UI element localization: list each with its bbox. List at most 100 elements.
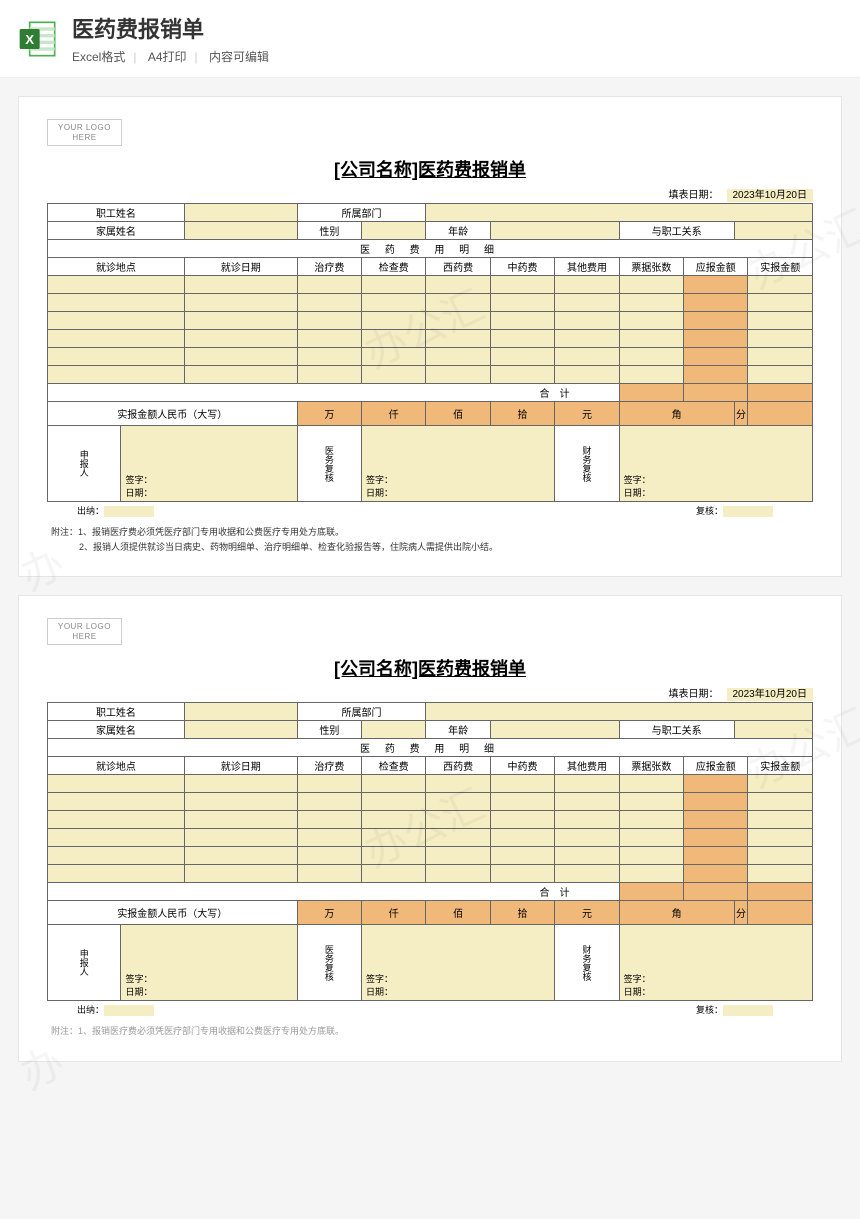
col-west: 西药费 [426, 757, 490, 775]
total-label: 合 计 [490, 883, 619, 901]
emp-name-label: 职工姓名 [48, 204, 185, 222]
notes: 附注：1、报销医疗费必须凭医疗部门专用收据和公费医疗专用处方底联。 2、报销人须… [47, 1024, 813, 1038]
form-table: 职工姓名 所属部门 家属姓名 性别 年龄 与职工关系 医 药 费 用 明 细 就… [47, 702, 813, 1001]
med-review-label: 医务复核 [297, 426, 361, 502]
date-line: 填表日期： 2023年10月20日 [47, 186, 813, 201]
page-header: X 医药费报销单 Excel格式| A4打印| 内容可编辑 [0, 0, 860, 78]
doc-title: [公司名称]医药费报销单 [47, 655, 813, 681]
fam-name-value [184, 222, 297, 240]
date-value: 2023年10月20日 [727, 189, 814, 202]
applicant-sig: 签字：日期： [121, 925, 297, 1001]
doc-title: [公司名称]医药费报销单 [47, 156, 813, 182]
header-meta: Excel格式| A4打印| 内容可编辑 [72, 48, 842, 65]
gender-label: 性别 [297, 222, 361, 240]
col-other: 其他费用 [555, 757, 619, 775]
fam-name-value [184, 721, 297, 739]
age-value [490, 222, 619, 240]
fin-review-label: 财务复核 [555, 925, 619, 1001]
unit-bai: 佰 [426, 901, 490, 925]
unit-fen: 分 [734, 901, 748, 925]
column-headers: 就诊地点 就诊日期 治疗费 检查费 西药费 中药费 其他费用 票据张数 应报金额… [48, 258, 813, 276]
amount-words-row: 实报金额人民币（大写） 万 仟 佰 拾 元 角 分 [48, 402, 813, 426]
dept-value [426, 204, 813, 222]
form-table: 职工姓名 所属部门 家属姓名 性别 年龄 与职工关系 医 药 费 用 明 细 就… [47, 203, 813, 502]
dept-value [426, 703, 813, 721]
reviewer-label: 复核： [696, 506, 723, 516]
age-label: 年龄 [426, 721, 490, 739]
relation-value [734, 222, 812, 240]
col-date: 就诊日期 [184, 757, 297, 775]
unit-jiao: 角 [619, 402, 734, 426]
gender-label: 性别 [297, 721, 361, 739]
logo-placeholder: YOUR LOGOHERE [47, 618, 122, 645]
note-1: 1、报销医疗费必须凭医疗部门专用收据和公费医疗专用处方底联。 [78, 1026, 344, 1036]
unit-wan: 万 [297, 901, 361, 925]
signature-row: 申报人 签字：日期： 医务复核 签字：日期： 财务复核 签字：日期： [48, 426, 813, 502]
age-label: 年龄 [426, 222, 490, 240]
fam-name-label: 家属姓名 [48, 222, 185, 240]
col-exam: 检查费 [362, 258, 426, 276]
relation-label: 与职工关系 [619, 222, 734, 240]
fin-review-label: 财务复核 [555, 426, 619, 502]
unit-bai: 佰 [426, 402, 490, 426]
col-treat: 治疗费 [297, 757, 361, 775]
age-value [490, 721, 619, 739]
col-treat: 治疗费 [297, 258, 361, 276]
col-exam: 检查费 [362, 757, 426, 775]
gender-value [362, 721, 426, 739]
logo-placeholder: YOUR LOGOHERE [47, 119, 122, 146]
total-row: 合 计 [48, 883, 813, 901]
below-line: 出纳： 复核： [47, 1003, 813, 1016]
reviewer-label: 复核： [696, 1005, 723, 1015]
unit-yuan: 元 [555, 402, 619, 426]
note-2: 2、报销人须提供就诊当日病史、药物明细单、治疗明细单、检查化验报告等，住院病人需… [79, 540, 813, 554]
note-1: 1、报销医疗费必须凭医疗部门专用收据和公费医疗专用处方底联。 [78, 527, 344, 537]
notes: 附注：1、报销医疗费必须凭医疗部门专用收据和公费医疗专用处方底联。 2、报销人须… [47, 525, 813, 554]
notes-prefix: 附注： [51, 1026, 78, 1036]
gender-value [362, 222, 426, 240]
family-row: 家属姓名 性别 年龄 与职工关系 [48, 721, 813, 739]
unit-wan: 万 [297, 402, 361, 426]
applicant-sig: 签字：日期： [121, 426, 297, 502]
date-label: 填表日期： [669, 689, 719, 700]
family-row: 家属姓名 性别 年龄 与职工关系 [48, 222, 813, 240]
emp-name-label: 职工姓名 [48, 703, 185, 721]
unit-qian: 仟 [362, 901, 426, 925]
document-page: YOUR LOGOHERE [公司名称]医药费报销单 填表日期： 2023年10月… [18, 595, 842, 1062]
svg-text:X: X [25, 32, 34, 47]
applicant-label: 申报人 [48, 426, 121, 502]
total-row: 合 计 [48, 384, 813, 402]
col-should: 应报金额 [684, 258, 748, 276]
date-value: 2023年10月20日 [727, 688, 814, 701]
emp-name-value [184, 703, 297, 721]
col-should: 应报金额 [684, 757, 748, 775]
relation-value [734, 721, 812, 739]
amount-words-label: 实报金额人民币（大写） [48, 402, 298, 426]
cashier-label: 出纳： [77, 1005, 104, 1015]
document-page: YOUR LOGOHERE [公司名称]医药费报销单 填表日期： 2023年10月… [18, 96, 842, 577]
fam-name-label: 家属姓名 [48, 721, 185, 739]
fin-review-sig: 签字：日期： [619, 925, 812, 1001]
col-receipts: 票据张数 [619, 258, 683, 276]
fin-review-sig: 签字：日期： [619, 426, 812, 502]
signature-row: 申报人 签字：日期： 医务复核 签字：日期： 财务复核 签字：日期： [48, 925, 813, 1001]
unit-jiao: 角 [619, 901, 734, 925]
meta-editable: 内容可编辑 [209, 48, 269, 65]
date-label: 填表日期： [669, 190, 719, 201]
col-location: 就诊地点 [48, 757, 185, 775]
dept-label: 所属部门 [297, 703, 426, 721]
meta-print: A4打印 [148, 48, 187, 65]
unit-shi: 拾 [490, 402, 554, 426]
below-line: 出纳： 复核： [47, 504, 813, 517]
meta-format: Excel格式 [72, 48, 125, 65]
employee-row: 职工姓名 所属部门 [48, 204, 813, 222]
cashier-label: 出纳： [77, 506, 104, 516]
col-actual: 实报金额 [748, 258, 813, 276]
col-china: 中药费 [490, 258, 554, 276]
col-china: 中药费 [490, 757, 554, 775]
amount-words-row: 实报金额人民币（大写） 万 仟 佰 拾 元 角 分 [48, 901, 813, 925]
excel-icon: X [18, 19, 58, 59]
unit-qian: 仟 [362, 402, 426, 426]
unit-yuan: 元 [555, 901, 619, 925]
section-header: 医 药 费 用 明 细 [48, 739, 813, 757]
